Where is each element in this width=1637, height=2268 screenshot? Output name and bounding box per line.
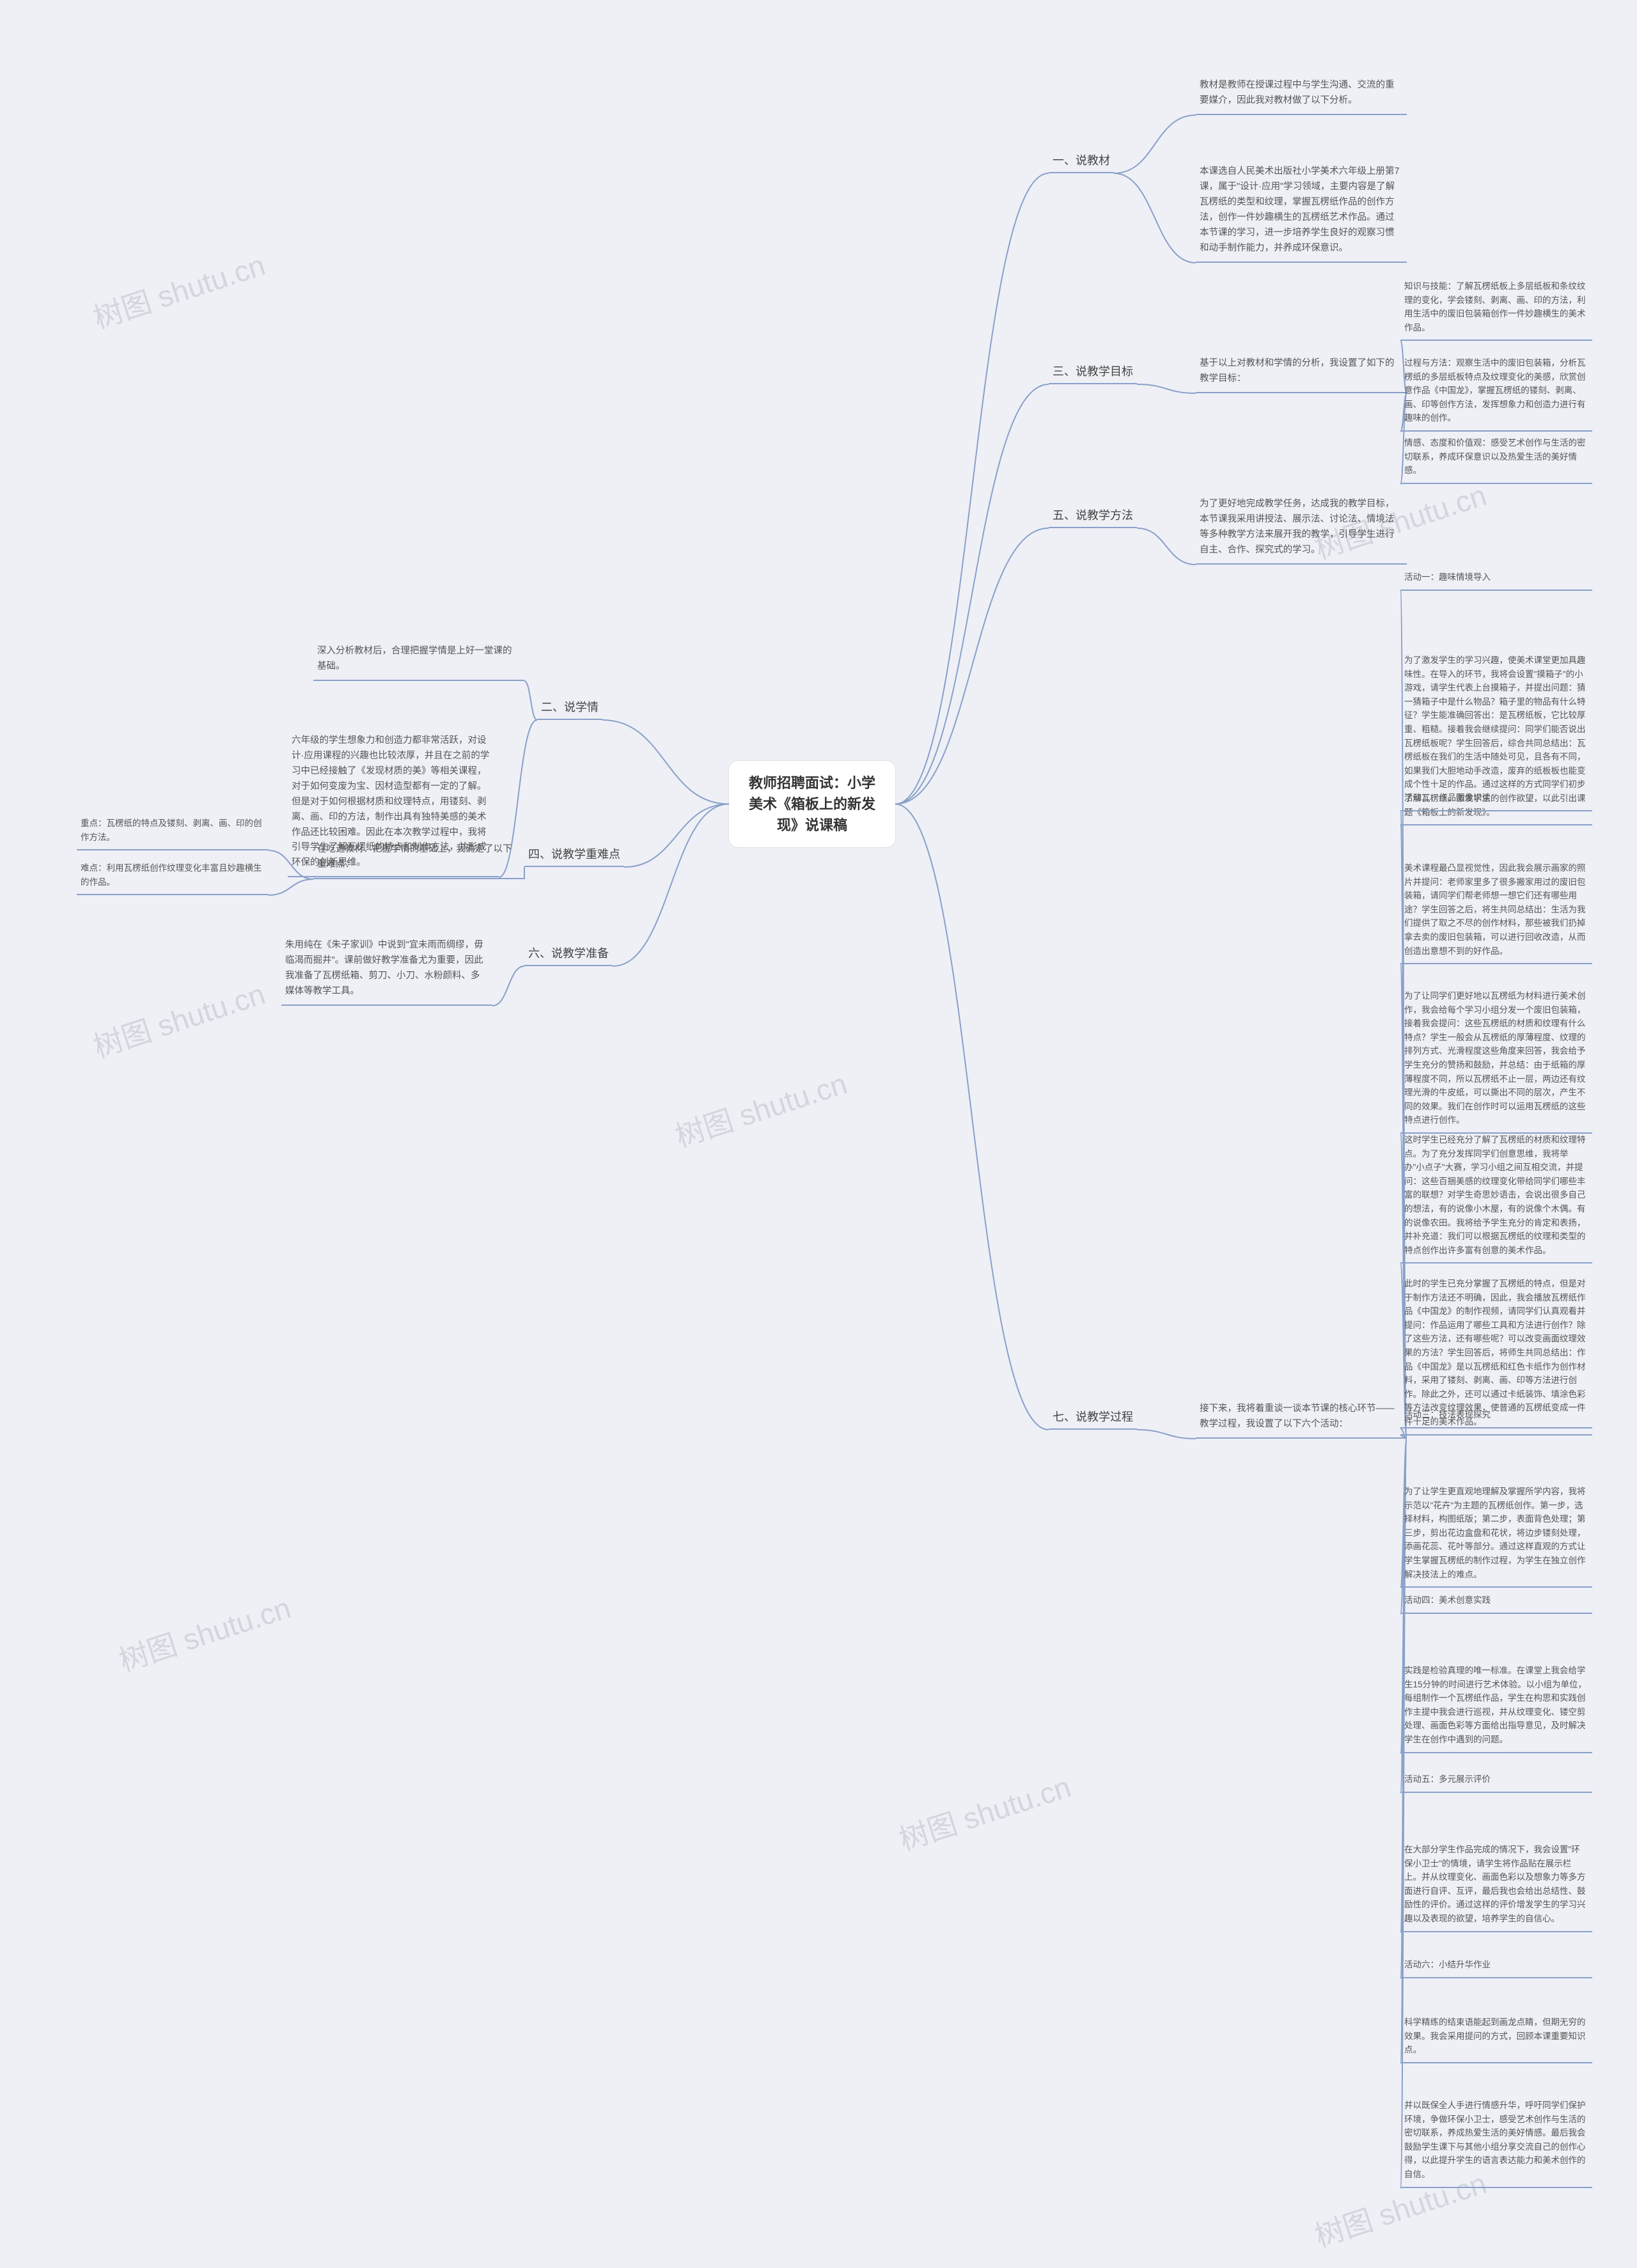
sub-b3-0: 基于以上对教材和学情的分析，我设置了如下的教学目标： [1196,355,1407,393]
branch-b4: 四、说教学重难点 [524,844,624,867]
leaf-b7-0-4: 为了让同学们更好地以瓦楞纸为材料进行美术创作，我会给每个学习小组分发一个废旧包装… [1400,988,1592,1134]
mindmap-stage: 树图 shutu.cn 树图 shutu.cn 树图 shutu.cn 树图 shut… [0,0,1637,2268]
leaf-b7-0-7: 活动三：技法表现探究 [1400,1407,1592,1428]
leaf-b7-0-2: 活动二：作品图像识读 [1400,790,1592,811]
watermark: 树图 shutu.cn [88,971,270,1067]
branch-b2: 二、说学情 [537,697,602,720]
branch-b1: 一、说教材 [1049,150,1114,173]
branch-b7: 七、说教学过程 [1049,1407,1137,1430]
watermark: 树图 shutu.cn [113,1585,295,1680]
leaf-b7-0-15: 并以既保全人手进行情感升华，呼吁同学们保护环境，争做环保小卫士，感受艺术创作与生… [1400,2097,1592,2188]
watermark: 树图 shutu.cn [893,1764,1076,1859]
branch-b3: 三、说教学目标 [1049,361,1137,384]
leaf-b7-0-11: 活动五：多元展示评价 [1400,1771,1592,1793]
leaf-b3-0-2: 情感、态度和价值观：感受艺术创作与生活的密切联系，养成环保意识以及热爱生活的美好… [1400,435,1592,484]
leaf-b7-0-0: 活动一：趣味情境导入 [1400,569,1592,591]
leaf-b4-0-1: 难点：利用瓦楞纸创作纹理变化丰富且妙趣横生的作品。 [77,860,269,895]
leaf-b4-0-0: 重点：瓦楞纸的特点及镂刻、剥离、画、印的创作方法。 [77,815,269,850]
branch-b5: 五、说教学方法 [1049,505,1137,528]
leaf-b7-0-8: 为了让学生更直观地理解及掌握所学内容，我将示范以"花卉"为主题的瓦楞纸创作。第一… [1400,1483,1592,1588]
leaf-b7-0-5: 这时学生已经充分了解了瓦楞纸的材质和纹理特点。为了充分发挥同学们创意思维，我将举… [1400,1132,1592,1263]
sub-b4-0: 在吃透教材、把握学情的基础上，我确定了以下重难点： [313,841,524,879]
edge-layer [0,0,1637,2268]
leaf-b7-0-3: 美术课程最凸显视觉性，因此我会展示画家的照片并提问：老师家里多了很多搬家用过的废… [1400,860,1592,964]
leaf-b7-0-14: 科学精练的结束语能起到画龙点睛，但期无穷的效果。我会采用提问的方式，回顾本课重要… [1400,2014,1592,2063]
leaf-b3-0-0: 知识与技能：了解瓦楞纸板上多层纸板和条纹纹理的变化，学会镂刻、剥离、画、印的方法… [1400,278,1592,341]
leaf-b7-0-9: 活动四：美术创意实践 [1400,1592,1592,1614]
leaf-b7-0-13: 活动六：小结升华作业 [1400,1957,1592,1978]
sub-b6-0: 朱用纯在《朱子家训》中说到"宜未雨而绸缪，毋临渴而掘井"。课前做好教学准备尤为重… [281,937,492,1006]
sub-b1-1: 本课选自人民美术出版社小学美术六年级上册第7课，属于"设计·应用"学习领域，主要… [1196,163,1407,263]
sub-b2-0: 深入分析教材后，合理把握学情是上好一堂课的基础。 [313,643,524,681]
branch-b6: 六、说教学准备 [524,943,613,966]
watermark: 树图 shutu.cn [88,242,270,338]
leaf-b7-0-12: 在大部分学生作品完成的情况下，我会设置"环保小卫士"的情境，请学生将作品贴在展示… [1400,1842,1592,1932]
sub-b5-0: 为了更好地完成教学任务，达成我的教学目标，本节课我采用讲授法、展示法、讨论法、情… [1196,496,1407,565]
leaf-b7-0-10: 实践是检验真理的唯一标准。在课堂上我会给学生15分钟的时间进行艺术体验。以小组为… [1400,1662,1592,1753]
root-node: 教师招聘面试：小学美术《箱板上的新发现》说课稿 [729,761,895,847]
watermark: 树图 shutu.cn [670,1061,852,1156]
leaf-b3-0-1: 过程与方法：观察生活中的废旧包装箱，分析瓦楞纸的多层纸板特点及纹理变化的美感，欣… [1400,355,1592,432]
sub-b1-0: 教材是教师在授课过程中与学生沟通、交流的重要媒介，因此我对教材做了以下分析。 [1196,77,1407,115]
sub-b7-0: 接下来，我将着重谈一谈本节课的核心环节——教学过程，我设置了以下六个活动： [1196,1400,1407,1439]
